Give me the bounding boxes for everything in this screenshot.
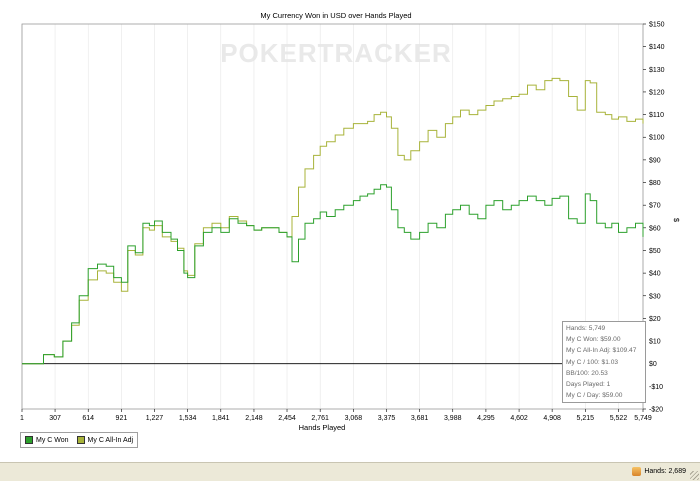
y-tick-label: $80	[649, 180, 661, 187]
y-tick-label: $110	[649, 112, 664, 119]
stats-line: My C Won: $59.00	[566, 336, 621, 344]
x-tick-label: 1,227	[146, 415, 164, 422]
x-tick-label: 5,522	[610, 415, 628, 422]
status-bar: Hands: 2,689	[0, 462, 700, 481]
y-tick-label: $30	[649, 293, 661, 300]
y-tick-label: $100	[649, 135, 665, 142]
hands-icon	[632, 467, 642, 476]
stats-line: BB/100: 20.53	[566, 369, 608, 377]
x-tick-label: 3,375	[378, 415, 396, 422]
legend-swatch-my-c-won	[25, 436, 33, 444]
series-line-my-c-won	[22, 184, 644, 365]
series-line-my-c-all-in-adj	[22, 77, 644, 365]
y-axis-title: $	[672, 218, 681, 223]
stats-line: Hands: 5,749	[566, 325, 606, 332]
y-tick-label: $10	[649, 339, 661, 346]
x-tick-label: 4,908	[543, 415, 561, 422]
x-tick-label: 1	[20, 415, 24, 422]
y-tick-label: $140	[649, 44, 665, 51]
chart-panel: POKERTRACKER My Currency Won in USD over…	[0, 0, 700, 462]
y-tick-label: $60	[649, 225, 661, 232]
y-tick-label: $70	[649, 203, 661, 210]
stats-line: My C All-In Adj: $109.47	[566, 347, 637, 355]
y-tick-label: $0	[649, 361, 657, 368]
chart-legend: My C Won My C All-In Adj	[20, 432, 139, 448]
x-tick-label: 4,295	[477, 415, 495, 422]
x-tick-label: 2,454	[278, 415, 296, 422]
y-tick-label: $130	[649, 67, 665, 74]
resize-grip-icon[interactable]	[690, 471, 699, 480]
x-tick-label: 5,749	[634, 415, 652, 422]
status-hands-count: Hands: 2,689	[644, 468, 686, 475]
stats-line: My C / Day: $59.00	[566, 392, 623, 400]
y-tick-label: -$20	[649, 407, 663, 414]
y-tick-label: -$10	[649, 384, 663, 391]
watermark-text: POKERTRACKER	[220, 38, 452, 68]
x-axis-title: Hands Played	[299, 423, 346, 432]
y-tick-label: $90	[649, 157, 661, 164]
legend-item-my-c-won[interactable]: My C Won	[25, 436, 69, 444]
plot-frame	[21, 23, 644, 410]
legend-label: My C Won	[36, 436, 69, 444]
x-tick-label: 2,761	[311, 415, 329, 422]
x-tick-label: 307	[49, 415, 61, 422]
stats-line: My C / 100: $1.03	[566, 358, 619, 366]
stats-line: Days Played: 1	[566, 381, 611, 389]
stats-box: Hands: 5,749 My C Won: $59.00 My C All-I…	[562, 321, 646, 404]
legend-swatch-my-c-all-in-adj	[76, 436, 85, 444]
y-tick-label: $120	[649, 89, 665, 96]
x-tick-label: 921	[116, 415, 128, 422]
x-tick-label: 3,988	[444, 415, 462, 422]
x-tick-label: 1,841	[212, 415, 230, 422]
x-tick-label: 1,534	[179, 415, 197, 422]
x-tick-label: 614	[82, 415, 94, 422]
status-hands-panel: Hands: 2,689	[632, 467, 686, 476]
x-tick-label: 4,602	[510, 415, 528, 422]
x-tick-label: 3,681	[411, 415, 429, 422]
x-tick-label: 2,148	[245, 415, 263, 422]
chart-title: My Currency Won in USD over Hands Played	[260, 11, 411, 20]
y-tick-label: $150	[649, 22, 665, 29]
x-tick-label: 5,215	[577, 415, 595, 422]
x-tick-label: 3,068	[345, 415, 363, 422]
y-tick-label: $50	[649, 248, 661, 255]
legend-label: My C All-In Adj	[87, 436, 134, 444]
y-tick-label: $40	[649, 271, 661, 278]
legend-item-my-c-all-in-adj[interactable]: My C All-In Adj	[76, 436, 134, 444]
y-tick-label: $20	[649, 316, 661, 323]
